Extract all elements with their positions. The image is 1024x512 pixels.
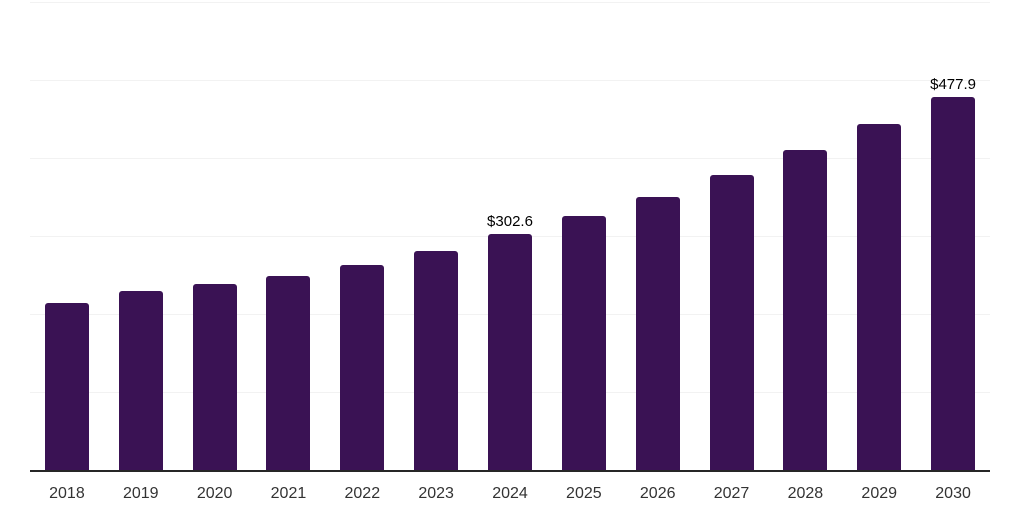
x-tick-label-2022: 2022 [344, 485, 381, 502]
data-label-2024: $302.6 [487, 212, 533, 230]
bar-2021 [266, 275, 311, 470]
bar-2028 [783, 150, 828, 470]
data-label-2030: $477.9 [930, 76, 977, 94]
bar-2025 [561, 215, 606, 470]
x-tick-label-2025: 2025 [566, 485, 602, 502]
x-tick-label-2018: 2018 [49, 485, 85, 502]
x-tick-label-2019: 2019 [122, 485, 159, 502]
bar-2022 [340, 264, 385, 470]
gridline-500 [30, 80, 990, 81]
bar-2026 [635, 197, 680, 470]
x-tick-label-2027: 2027 [713, 485, 750, 502]
bar-2018 [44, 303, 89, 470]
bar-2030 [931, 97, 976, 470]
x-tick-label-2026: 2026 [639, 485, 676, 502]
x-tick-label-2029: 2029 [861, 485, 898, 502]
bar-2029 [857, 124, 902, 470]
bar-2024 [488, 233, 532, 470]
gridline-600 [30, 2, 990, 3]
x-tick-label-2028: 2028 [787, 485, 824, 502]
bar-2020 [192, 283, 237, 470]
bar-2019 [118, 291, 163, 470]
x-tick-label-2030: 2030 [935, 485, 971, 502]
x-tick-label-2021: 2021 [270, 485, 307, 502]
x-tick-label-2020: 2020 [196, 485, 233, 502]
bar-2027 [709, 175, 754, 470]
x-axis-line [30, 470, 990, 472]
gridline-400 [30, 158, 990, 159]
bar-2023 [414, 250, 459, 470]
x-tick-label-2023: 2023 [418, 485, 454, 502]
x-tick-label-2024: 2024 [492, 485, 528, 502]
